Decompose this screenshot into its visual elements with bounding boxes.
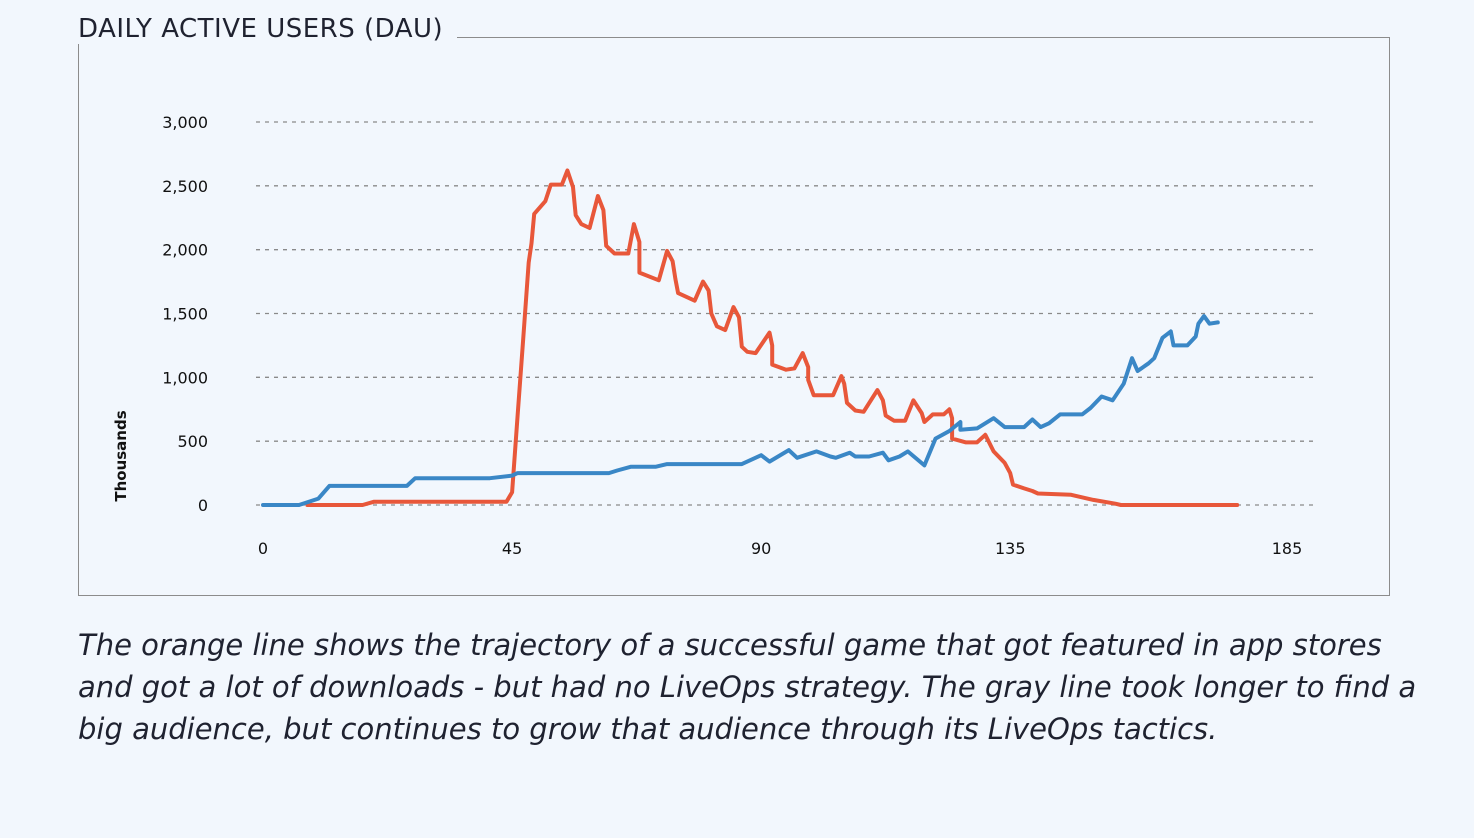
- y-tick-label: 3,000: [162, 113, 208, 132]
- chart-title: DAILY ACTIVE USERS (DAU): [78, 14, 458, 44]
- x-tick-label: 0: [258, 539, 268, 558]
- y-tick-label: 0: [198, 496, 208, 515]
- y-tick-label: 2,000: [162, 241, 208, 260]
- y-axis-label: Thousands: [112, 410, 130, 501]
- y-tick-label: 1,000: [162, 368, 208, 387]
- orange-series-line: [305, 168, 1240, 507]
- x-tick-label: 90: [751, 539, 771, 558]
- y-tick-label: 1,500: [162, 305, 208, 324]
- x-tick-label: 185: [1272, 539, 1303, 558]
- dau-line-chart: 0 500 1,000 1,500 2,000 2,500 3,000 0 45 90 135 185…: [112, 113, 1318, 558]
- series-lines: [261, 168, 1240, 507]
- caption: The orange line shows the trajectory of …: [78, 628, 1417, 746]
- blue-series-line: [261, 314, 1220, 507]
- x-tick-label: 135: [995, 539, 1026, 558]
- chart-frame: [78, 37, 1390, 596]
- grid-lines: [256, 121, 1318, 506]
- y-tick-label: 500: [177, 432, 208, 451]
- axis-tick-labels: 0 500 1,000 1,500 2,000 2,500 3,000 0 45 90 135 185: [162, 113, 1302, 558]
- y-tick-label: 2,500: [162, 177, 208, 196]
- x-tick-label: 45: [502, 539, 522, 558]
